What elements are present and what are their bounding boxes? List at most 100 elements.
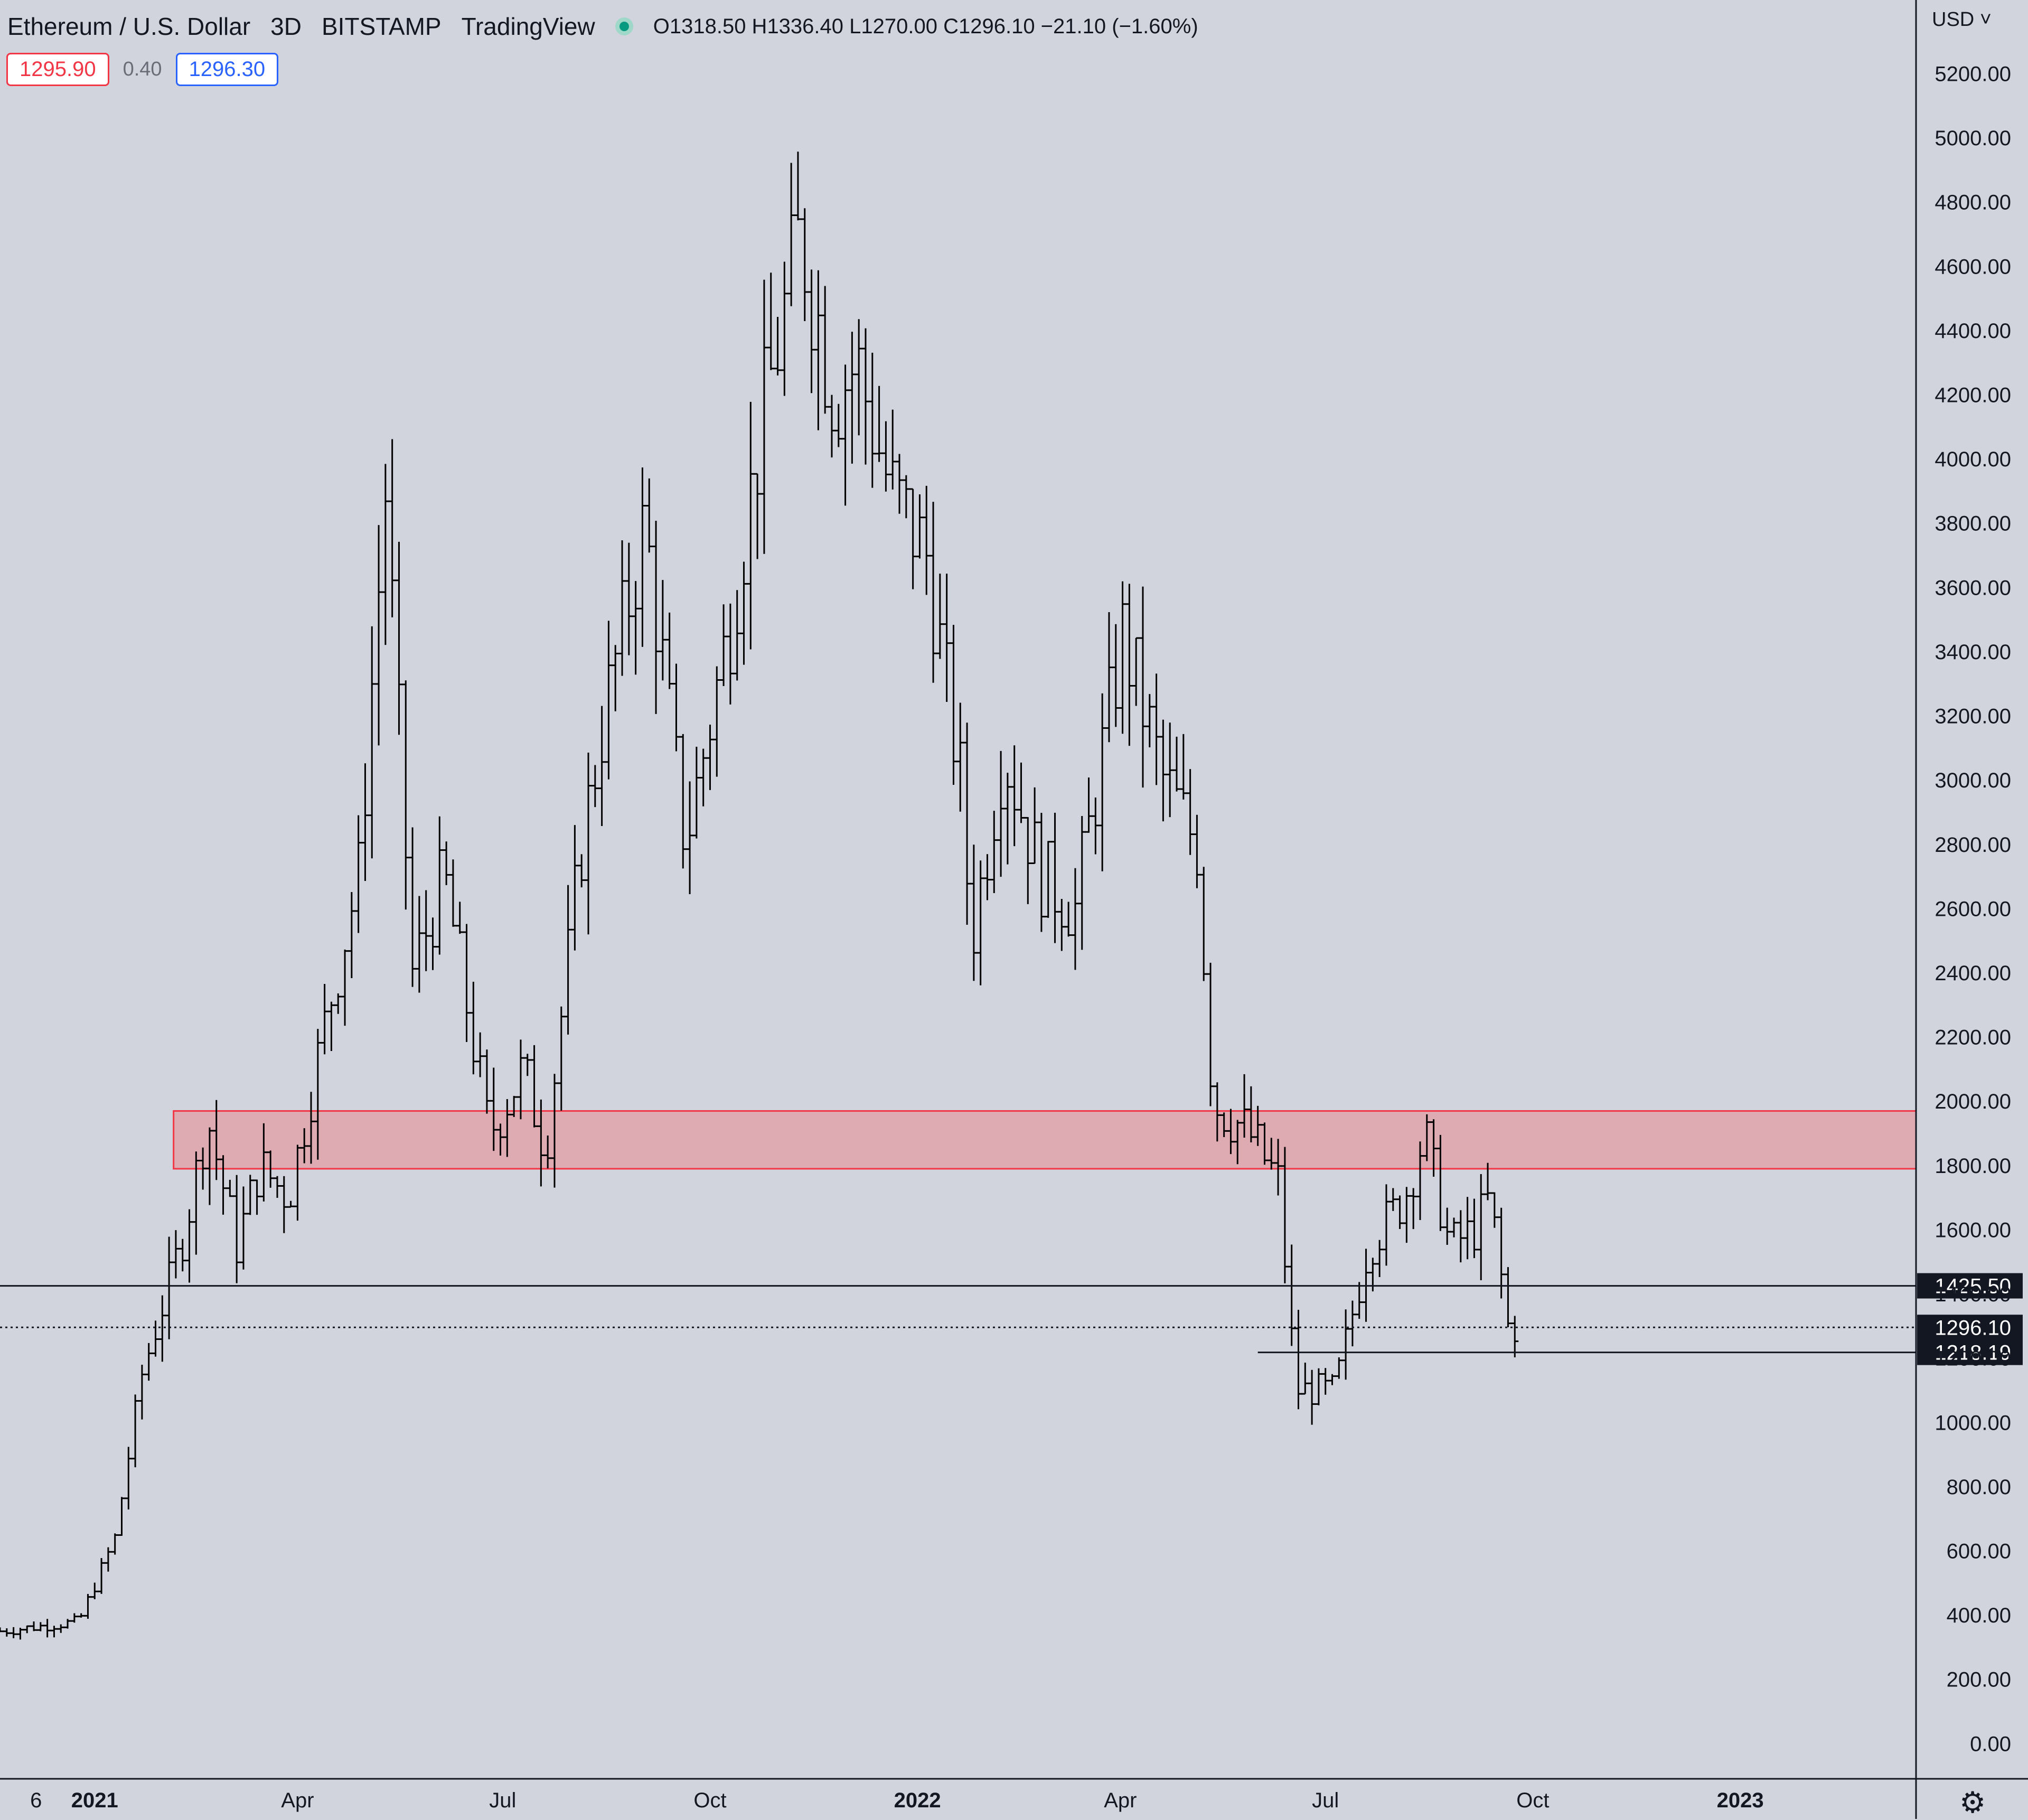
ohlc-bar xyxy=(1477,1174,1485,1280)
price-tag-background xyxy=(1917,1273,2023,1299)
ohlc-bar xyxy=(273,1176,281,1198)
ohlc-bar xyxy=(889,409,897,490)
ohlc-bar xyxy=(233,1175,241,1283)
time-tick-label: Oct xyxy=(1516,1789,1549,1812)
currency-selector[interactable]: USD ˅ xyxy=(1932,8,1992,31)
ohlc-bar xyxy=(1173,736,1181,792)
ohlc-bar xyxy=(91,1582,99,1599)
ohlc-bar xyxy=(943,574,951,702)
ohlc-bar xyxy=(1017,762,1025,823)
price-tick-label: 4600.00 xyxy=(1935,255,2011,278)
ohlc-bar xyxy=(1065,902,1073,937)
sell-price-button[interactable]: 1295.90 xyxy=(6,53,109,86)
price-tick-label: 2000.00 xyxy=(1935,1090,2011,1113)
ohlc-bar xyxy=(1342,1309,1350,1380)
ohlc-bar xyxy=(1159,719,1167,822)
ohlc-bar xyxy=(781,261,788,396)
buy-price-button[interactable]: 1296.30 xyxy=(175,53,279,86)
ohlc-bar xyxy=(409,827,417,987)
price-tick-label: 3000.00 xyxy=(1935,769,2011,792)
exchange-label: BITSTAMP xyxy=(321,13,442,40)
ohlc-bar xyxy=(1335,1357,1343,1379)
ohlc-bar xyxy=(855,319,863,436)
ohlc-bar xyxy=(125,1447,133,1510)
ohlc-bar xyxy=(449,859,457,927)
ohlc-bar xyxy=(1044,841,1052,918)
ohlc-bar xyxy=(645,478,653,553)
ohlc-bar xyxy=(625,542,633,655)
ohlc-bar xyxy=(1058,898,1066,951)
ohlc-bar xyxy=(1037,813,1045,932)
ohlc-bar xyxy=(239,1186,247,1270)
symbol-name[interactable]: Ethereum / U.S. Dollar xyxy=(7,13,251,40)
price-tick-label: 3600.00 xyxy=(1935,576,2011,599)
ohlc-bar xyxy=(77,1613,85,1618)
ohlc-bar xyxy=(1166,723,1174,818)
ohlc-bar xyxy=(287,1200,295,1208)
time-tick-label: Jul xyxy=(1312,1789,1339,1812)
ohlc-bar xyxy=(483,1049,491,1114)
ohlc-bar xyxy=(1355,1282,1363,1319)
ohlc-bar xyxy=(1207,962,1215,1106)
ohlc-bar xyxy=(1105,612,1113,743)
ohlc-bar xyxy=(436,816,444,955)
ohlc-bar xyxy=(84,1593,92,1619)
price-tick-label: 2800.00 xyxy=(1935,833,2011,857)
spread-value: 0.40 xyxy=(123,58,162,80)
ohlc-bar xyxy=(1490,1192,1498,1228)
ohlc-bar xyxy=(632,581,640,675)
ohlc-bar xyxy=(1152,673,1160,785)
price-tick-label: 3200.00 xyxy=(1935,705,2011,728)
ohlc-bar xyxy=(70,1613,78,1623)
price-tag-label: 1425.50 xyxy=(1935,1275,2011,1298)
ohlc-bar xyxy=(564,885,572,1035)
price-tick-label: 4800.00 xyxy=(1935,191,2011,214)
ohlc-bar xyxy=(929,502,937,683)
ohlc-bar xyxy=(1092,798,1100,855)
ohlc-bar xyxy=(388,439,396,617)
price-tag-label: 1218.19 xyxy=(1935,1341,2011,1365)
time-tick-label: Jul xyxy=(489,1789,516,1812)
price-tag-background xyxy=(1917,1339,2023,1365)
ohlc-bar xyxy=(375,525,383,746)
ohlc-bar xyxy=(909,488,917,589)
ohlc-bar xyxy=(517,1039,524,1120)
ohlc-bar xyxy=(1031,787,1039,864)
ohlc-bar xyxy=(1132,637,1140,706)
ohlc-bar xyxy=(1085,777,1093,833)
ohlc-bar xyxy=(639,467,646,647)
ohlc-bar xyxy=(456,902,464,934)
ohlc-bar xyxy=(1200,867,1208,981)
price-tick-label: 1000.00 xyxy=(1935,1411,2011,1434)
ohlc-bar xyxy=(1308,1369,1316,1425)
ohlc-bar xyxy=(429,917,437,970)
ohlc-bar xyxy=(1071,868,1079,970)
price-tick-label: 4400.00 xyxy=(1935,320,2011,343)
ohlc-bar xyxy=(896,454,904,514)
ohlc-bar xyxy=(1146,694,1153,747)
gear-icon[interactable]: ⚙ xyxy=(1959,1786,1986,1819)
ohlc-bar xyxy=(1010,745,1018,847)
ohlc-bar xyxy=(679,734,687,869)
ohlc-bar xyxy=(692,746,700,839)
ohlc-bar xyxy=(774,316,782,376)
ohlc-bar xyxy=(422,890,430,971)
ohlc-bar xyxy=(652,521,660,714)
time-tick-label: 2021 xyxy=(71,1789,118,1812)
resistance-zone xyxy=(173,1110,1917,1170)
ohlc-bar xyxy=(334,993,342,1014)
time-tick-label: 6 xyxy=(30,1789,42,1812)
ohlc-bar xyxy=(1112,624,1120,727)
ohlc-bar xyxy=(463,924,471,1042)
ohlc-bar xyxy=(1396,1195,1404,1229)
price-tick-label: 5200.00 xyxy=(1935,62,2011,86)
ohlc-bar xyxy=(977,860,984,986)
ohlc-bar xyxy=(1382,1184,1390,1266)
ohlc-bar xyxy=(185,1209,193,1283)
interval-label[interactable]: 3D xyxy=(270,13,302,40)
ohlc-bar xyxy=(760,279,768,554)
ohlc-bar xyxy=(132,1394,139,1468)
ohlc-bar xyxy=(834,404,842,447)
price-tick-label: 3400.00 xyxy=(1935,641,2011,664)
